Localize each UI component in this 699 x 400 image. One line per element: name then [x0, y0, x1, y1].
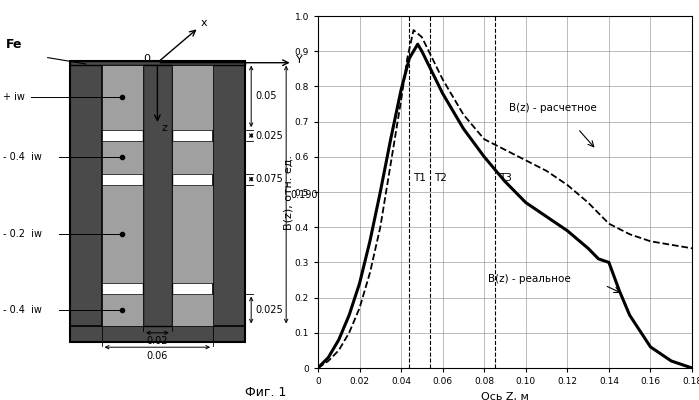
Text: Y: Y — [296, 55, 303, 65]
Text: 0.05: 0.05 — [255, 91, 277, 101]
Text: 0: 0 — [143, 54, 150, 64]
Bar — [102, 294, 143, 326]
Text: T1: T1 — [414, 174, 426, 184]
Bar — [172, 141, 213, 174]
Bar — [70, 61, 102, 342]
Bar — [172, 65, 213, 130]
Bar — [102, 141, 143, 174]
Text: - 0.4  iw: - 0.4 iw — [3, 305, 42, 315]
Y-axis label: B(z), отн. ед.: B(z), отн. ед. — [283, 154, 293, 230]
Text: 0.025: 0.025 — [255, 305, 283, 315]
Text: Фиг. 1: Фиг. 1 — [245, 386, 287, 399]
Text: T2: T2 — [434, 174, 447, 184]
Text: 0.075: 0.075 — [255, 174, 283, 184]
Text: 0.06: 0.06 — [147, 351, 168, 361]
Text: - 0.2  iw: - 0.2 iw — [3, 229, 42, 239]
Text: 0.025: 0.025 — [255, 130, 283, 140]
X-axis label: Ось Z, м: Ось Z, м — [481, 392, 529, 400]
Bar — [102, 65, 143, 130]
Text: 0.190: 0.190 — [290, 190, 317, 200]
Bar — [70, 61, 245, 342]
Text: B(z) - реальное: B(z) - реальное — [489, 274, 571, 284]
Text: z: z — [161, 123, 167, 133]
Text: + iw: + iw — [3, 92, 25, 102]
Bar — [213, 61, 245, 342]
Bar — [172, 294, 213, 326]
Bar — [70, 326, 245, 342]
Bar — [102, 65, 143, 326]
Bar — [143, 65, 172, 326]
Text: x: x — [201, 18, 207, 28]
Text: 0.02: 0.02 — [147, 336, 168, 346]
Bar — [102, 185, 143, 283]
Bar — [172, 65, 213, 326]
Text: B(z) - расчетное: B(z) - расчетное — [509, 103, 597, 113]
Bar — [172, 185, 213, 283]
Bar — [70, 61, 245, 65]
Text: - 0.4  iw: - 0.4 iw — [3, 152, 42, 162]
Text: Fe: Fe — [6, 38, 23, 51]
Text: T3: T3 — [499, 174, 512, 184]
